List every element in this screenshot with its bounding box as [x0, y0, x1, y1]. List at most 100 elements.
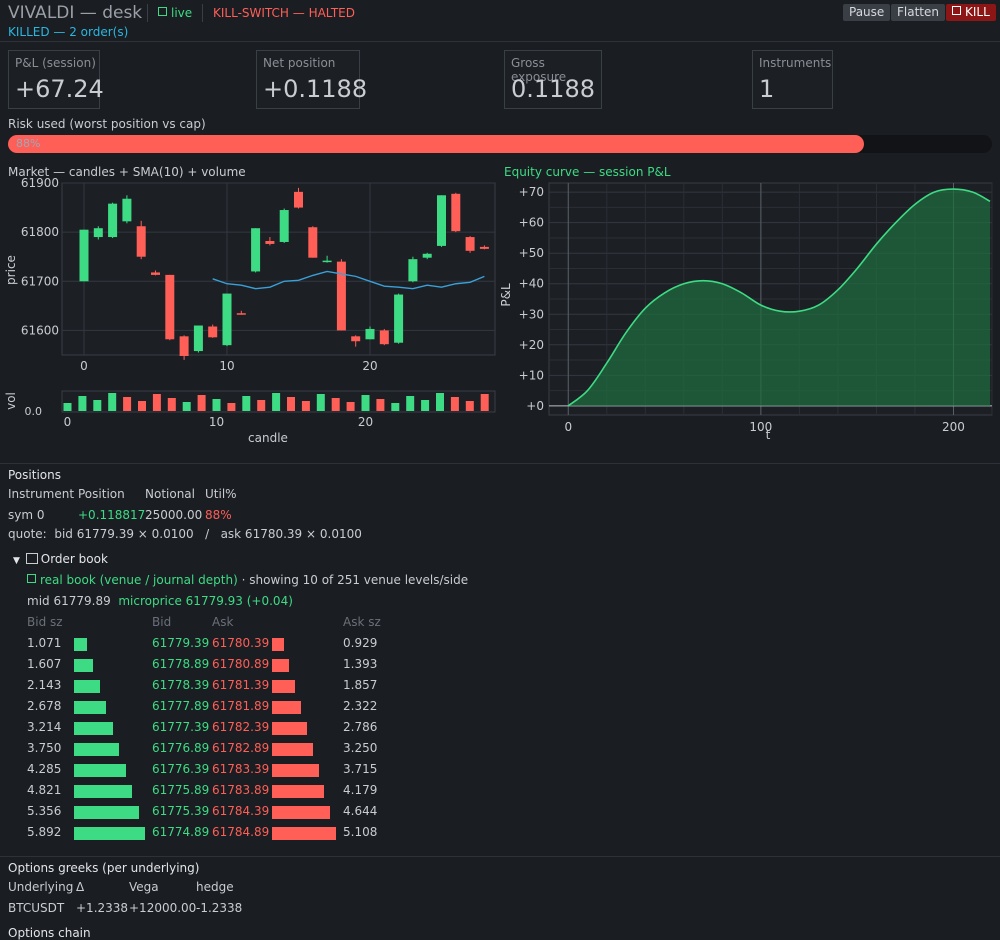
- net-position-card: Net position +0.1188: [256, 50, 367, 109]
- greeks-vega: +12000.00: [129, 901, 197, 915]
- market-y-tick: 61800: [21, 225, 59, 239]
- book-ask-bar: [272, 638, 284, 651]
- order-book-source: real book (venue / journal depth): [40, 573, 238, 587]
- candle-body: [336, 261, 346, 331]
- greeks-heading: Options greeks (per underlying): [8, 861, 200, 875]
- book-bid-bar: [74, 659, 94, 672]
- book-ask-size: 3.250: [343, 741, 378, 755]
- candle-body: [279, 210, 289, 242]
- volume-bar: [227, 403, 236, 411]
- book-bid-price: 61778.89: [152, 657, 210, 671]
- volume-bar: [197, 395, 206, 411]
- section-divider: [0, 856, 1000, 857]
- gross-exposure-card: Gross exposure 0.1188: [504, 50, 602, 109]
- candle-body: [394, 294, 404, 343]
- pause-button[interactable]: Pause: [843, 4, 891, 21]
- section-divider: [0, 463, 1000, 464]
- volume-bar: [108, 393, 117, 411]
- book-ask-bar: [272, 722, 307, 735]
- instruments-value: 1: [759, 75, 775, 103]
- book-bid-size: 1.071: [27, 636, 62, 650]
- book-ask-size: 3.715: [343, 762, 378, 776]
- book-icon: [25, 553, 38, 564]
- risk-bar-fill: [8, 135, 864, 153]
- market-chart-title: Market — candles + SMA(10) + volume: [8, 165, 246, 179]
- header-divider-line: [0, 41, 1000, 42]
- book-col-ask-sz: Ask sz: [343, 615, 381, 629]
- volume-bar: [93, 400, 102, 411]
- market-y-axis-label: price: [4, 255, 18, 285]
- volume-bar: [436, 393, 444, 411]
- equity-area: [568, 189, 991, 406]
- book-bid-bar: [74, 680, 100, 693]
- position-util: 88%: [205, 508, 232, 522]
- positions-col-instrument: Instrument: [8, 487, 75, 501]
- candle-body: [193, 325, 203, 352]
- greeks-hedge: -1.2338: [196, 901, 243, 915]
- position-notional: 25000.00: [145, 508, 203, 522]
- book-bid-price: 61777.39: [152, 720, 210, 734]
- kill-button[interactable]: KILL: [946, 4, 996, 21]
- book-ask-bar: [272, 701, 302, 714]
- greeks-underlying: BTCUSDT: [8, 901, 65, 915]
- candle-body: [465, 237, 475, 251]
- market-x-tick: 20: [362, 359, 377, 373]
- net-position-label: Net position: [263, 56, 336, 70]
- equity-y-axis-label: P&L: [500, 283, 513, 307]
- book-ask-size: 2.322: [343, 699, 378, 713]
- market-plot-area: [61, 182, 496, 356]
- candle-body: [122, 198, 132, 222]
- book-ask-bar: [272, 827, 336, 840]
- volume-bar: [287, 397, 295, 411]
- book-ask-size: 4.179: [343, 783, 378, 797]
- equity-y-tick: +70: [519, 185, 544, 199]
- candle-body: [251, 228, 261, 272]
- book-ask-size: 1.393: [343, 657, 378, 671]
- position-value: +0.118817: [78, 508, 146, 522]
- equity-chart-title: Equity curve — session P&L: [504, 165, 671, 179]
- order-book-heading: Order book: [40, 552, 108, 566]
- header-divider: [202, 4, 203, 22]
- book-bid-bar: [74, 701, 107, 714]
- candle-body: [422, 253, 432, 258]
- live-label: live: [171, 6, 193, 20]
- live-status-icon: [158, 7, 167, 16]
- net-position-value: +0.1188: [263, 75, 368, 103]
- market-x-tick: 10: [219, 359, 234, 373]
- book-bid-price: 61779.39: [152, 636, 210, 650]
- risk-bar-track: 88%: [8, 135, 992, 153]
- volume-bar: [421, 400, 430, 411]
- candle-body: [479, 246, 489, 249]
- candle-body: [79, 229, 89, 282]
- book-bid-price: 61776.89: [152, 741, 210, 755]
- equity-y-tick: +30: [519, 307, 544, 321]
- candle-body: [236, 313, 246, 315]
- market-y-tick: 61900: [21, 176, 59, 190]
- book-ask-price: 61783.89: [212, 783, 270, 797]
- candle-body: [136, 226, 146, 257]
- volume-x-tick: 20: [358, 415, 373, 429]
- order-book-showing: · showing 10 of 251 venue levels/side: [241, 573, 469, 587]
- book-ask-size: 4.644: [343, 804, 378, 818]
- book-col-bid-sz: Bid sz: [27, 615, 63, 629]
- flatten-button[interactable]: Flatten: [891, 4, 945, 21]
- greeks-col-hedge: hedge: [196, 880, 234, 894]
- order-book-toggle[interactable]: ▼ Order book: [13, 552, 108, 566]
- candle-body: [351, 336, 361, 342]
- equity-chart: +0 +10 +20 +30 +40 +50 +60 +70 0 100 200 P&L t: [500, 182, 993, 442]
- book-bid-price: 61775.39: [152, 804, 210, 818]
- book-ask-size: 5.108: [343, 825, 378, 839]
- positions-col-util: Util%: [205, 487, 237, 501]
- order-book-mid-line: mid 61779.89 microprice 61779.93 (+0.04): [27, 594, 293, 608]
- candle-body: [151, 272, 160, 275]
- book-bid-bar: [74, 827, 145, 840]
- order-book-mid: mid 61779.89: [27, 594, 111, 608]
- market-y-tick: 61700: [21, 274, 59, 288]
- live-indicator: live: [158, 6, 192, 20]
- volume-bar: [152, 394, 161, 411]
- candle-body: [108, 203, 118, 238]
- app-title: VIVALDI — desk: [8, 3, 143, 23]
- volume-bar: [331, 398, 340, 411]
- volume-tick-label: 0.0: [25, 405, 43, 418]
- order-book-microprice: microprice 61779.93 (+0.04): [118, 594, 293, 608]
